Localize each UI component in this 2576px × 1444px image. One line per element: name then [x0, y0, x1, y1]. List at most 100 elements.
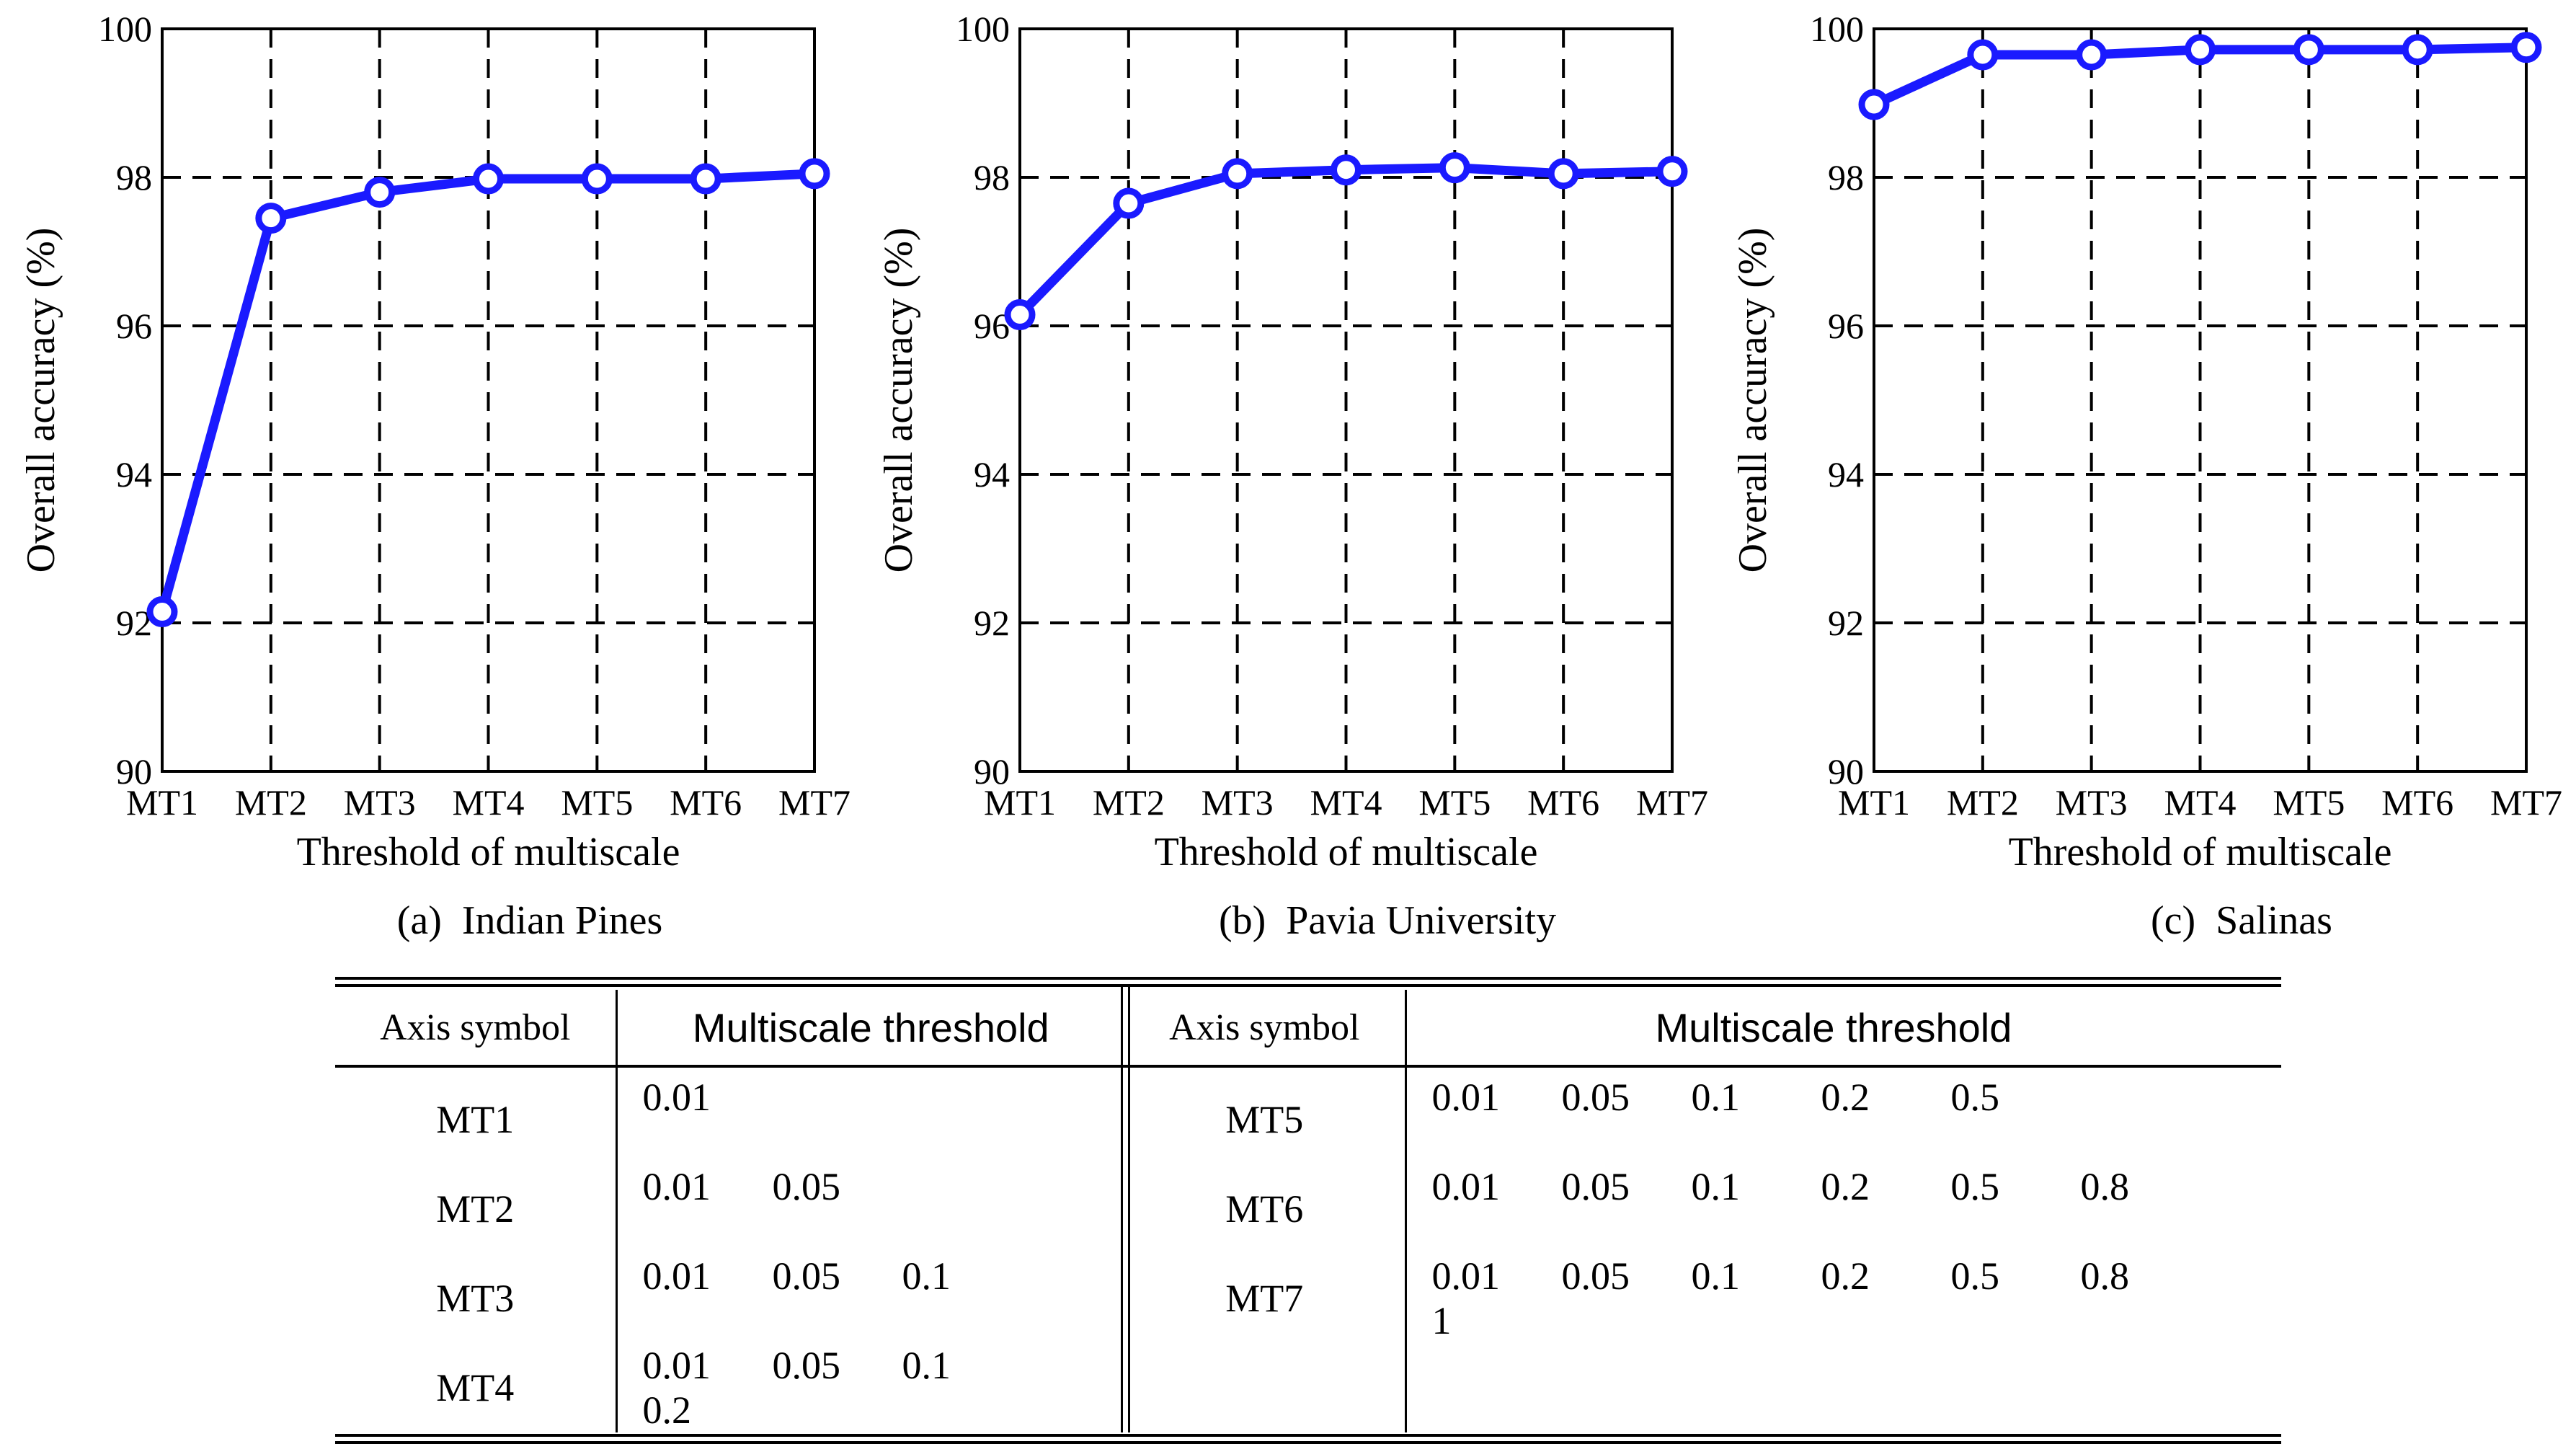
chart-1-point-MT5	[581, 163, 613, 195]
threshold-value: 0.1	[1691, 1165, 1741, 1208]
charts-area: 90 92 94 96 98 100 MT1 MT2 MT3 MT4 MT5 MT6 MT7 Thresh…	[19, 9, 2562, 943]
chart-2-xtick-MT7: MT7	[1636, 782, 1708, 823]
left-axis-symbol: MT3	[335, 1254, 618, 1343]
chart-3-xtick-MT6: MT6	[2381, 782, 2453, 823]
chart-3-point-MT6	[2402, 34, 2433, 66]
left-axis-symbol: MT1	[335, 1065, 618, 1164]
chart-3-ytick-92: 92	[1828, 603, 1864, 643]
chart-2-xtick-MT3: MT3	[1202, 782, 1274, 823]
right-axis-symbol: MT7	[1124, 1254, 1407, 1343]
chart-2-xtick-MT4: MT4	[1310, 782, 1382, 823]
chart-2-xtick-MT2: MT2	[1093, 782, 1165, 823]
chart-3-xlabel: Threshold of multiscale	[2009, 830, 2392, 874]
left-threshold-values: 0.01 0.05	[616, 1164, 1124, 1254]
chart-2-xtick-MT6: MT6	[1527, 782, 1599, 823]
chart-3-point-MT7	[2510, 32, 2542, 63]
table-row: MT3 0.01 0.05 0.1 MT7 0.01 0.05 0.1 0.2 0.5 0.8 1	[335, 1254, 2281, 1343]
chart-1-ytick-94: 94	[116, 454, 152, 495]
chart-1-ytick-98: 98	[116, 157, 152, 198]
chart-1-xlabel: Threshold of multiscale	[297, 830, 680, 874]
chart-2-ytick-92: 92	[974, 603, 1010, 643]
chart-2-ytick-100: 100	[956, 9, 1010, 49]
chart-2-ytick-96: 96	[974, 306, 1010, 346]
chart-3-point-MT3	[2076, 39, 2108, 71]
chart-1-xtick-MT5: MT5	[561, 782, 633, 823]
chart-3-xtick-MT7: MT7	[2490, 782, 2562, 823]
chart-2-ylabel: Overall accuracy (%)	[876, 228, 921, 573]
chart-3-caption: (c) Salinas	[2151, 898, 2332, 943]
chart-2-xtick-MT5: MT5	[1418, 782, 1491, 823]
chart-2-point-MT3	[1222, 158, 1253, 190]
header-axis-symbol-left: Axis symbol	[335, 990, 618, 1065]
chart-1-caption: (a) Indian Pines	[397, 898, 663, 943]
threshold-value: 0.01	[642, 1076, 711, 1119]
left-axis-symbol: MT4	[335, 1343, 618, 1432]
chart-1-point-MT3	[364, 177, 396, 208]
chart-3-point-MT2	[1967, 39, 1999, 71]
chart-1-ytick-100: 100	[98, 9, 152, 49]
threshold-table: Axis symbol Multiscale threshold Axis sy…	[335, 990, 2281, 1432]
chart-3-xtick-MT2: MT2	[1947, 782, 2019, 823]
chart-1-xtick-MT3: MT3	[344, 782, 416, 823]
table-divider-right	[1128, 984, 1130, 1432]
threshold-value: 0.05	[772, 1344, 841, 1387]
threshold-value: 0.05	[1561, 1076, 1630, 1119]
table-header-rule	[335, 1065, 2281, 1068]
right-axis-symbol: MT5	[1124, 1065, 1407, 1164]
chart-3-xtick-MT1: MT1	[1838, 782, 1910, 823]
threshold-value: 0.01	[1431, 1254, 1501, 1298]
threshold-value: 0.01	[642, 1165, 711, 1208]
table-header-row: Axis symbol Multiscale threshold Axis sy…	[335, 990, 2281, 1065]
chart-2-xtick-MT1: MT1	[984, 782, 1056, 823]
chart-1-point-MT7	[799, 158, 830, 190]
chart-2-point-MT1	[1004, 299, 1036, 331]
chart-2-ytick-90: 90	[974, 751, 1010, 792]
chart-3-ylabel: Overall accuracy (%)	[1731, 228, 1775, 573]
chart-3-axes-frame	[1873, 27, 2528, 773]
chart-2-axes-frame	[1018, 27, 1674, 773]
threshold-value: 0.8	[2080, 1165, 2130, 1208]
right-axis-symbol: MT6	[1124, 1164, 1407, 1254]
table-top-rule	[335, 977, 2281, 980]
threshold-value: 0.8	[2080, 1254, 2130, 1298]
threshold-value: 0.1	[1691, 1254, 1741, 1298]
left-axis-symbol: MT2	[335, 1164, 618, 1254]
threshold-value: 0.01	[642, 1344, 711, 1387]
threshold-value: 0.05	[1561, 1165, 1630, 1208]
right-threshold-values: 0.01 0.05 0.1 0.2 0.5 0.8 1	[1405, 1254, 2281, 1343]
chart-1-xtick-MT1: MT1	[126, 782, 198, 823]
header-multiscale-threshold-left: Multiscale threshold	[692, 1004, 1049, 1050]
chart-3-point-MT5	[2293, 34, 2324, 66]
chart-2-point-MT7	[1656, 156, 1688, 187]
table-top-rule-inner	[335, 984, 2281, 987]
threshold-value: 0.1	[902, 1344, 951, 1387]
chart-1-axes-frame	[161, 27, 816, 773]
threshold-value: 0.2	[1821, 1165, 1870, 1208]
chart-2-point-MT5	[1439, 152, 1470, 184]
chart-1-xtick-MT7: MT7	[778, 782, 850, 823]
chart-1-point-MT6	[690, 163, 721, 195]
threshold-value: 1	[1431, 1299, 1452, 1342]
chart-1-ytick-92: 92	[116, 603, 152, 643]
threshold-value: 0.05	[772, 1254, 841, 1298]
chart-3-ytick-94: 94	[1828, 454, 1864, 495]
threshold-value: 0.2	[1821, 1076, 1870, 1119]
right-threshold-values	[1405, 1343, 2281, 1432]
threshold-value: 0.05	[772, 1165, 841, 1208]
left-threshold-values: 0.01	[616, 1065, 1124, 1164]
chart-2-caption: (b) Pavia University	[1219, 898, 1556, 943]
chart-2-point-MT4	[1331, 154, 1362, 186]
threshold-value: 0.1	[1691, 1076, 1741, 1119]
chart-2-ytick-98: 98	[974, 157, 1010, 198]
left-threshold-values: 0.01 0.05 0.1 0.2	[616, 1343, 1124, 1432]
table-body: MT1 0.01 MT5 0.01 0.05 0.1 0.2 0.5 MT2 0.01 0.05 MT…	[335, 1065, 2281, 1432]
chart-1-xtick-MT4: MT4	[453, 782, 525, 823]
chart-1-point-MT4	[473, 163, 504, 195]
chart-1-xtick-MT2: MT2	[235, 782, 307, 823]
chart-3-point-MT4	[2185, 34, 2216, 66]
chart-2-xlabel: Threshold of multiscale	[1155, 830, 1538, 874]
threshold-value: 0.5	[1950, 1165, 2000, 1208]
chart-2-point-MT2	[1113, 187, 1145, 219]
table-bottom-rule-inner	[335, 1441, 2281, 1444]
table-divider-left	[1121, 984, 1123, 1432]
